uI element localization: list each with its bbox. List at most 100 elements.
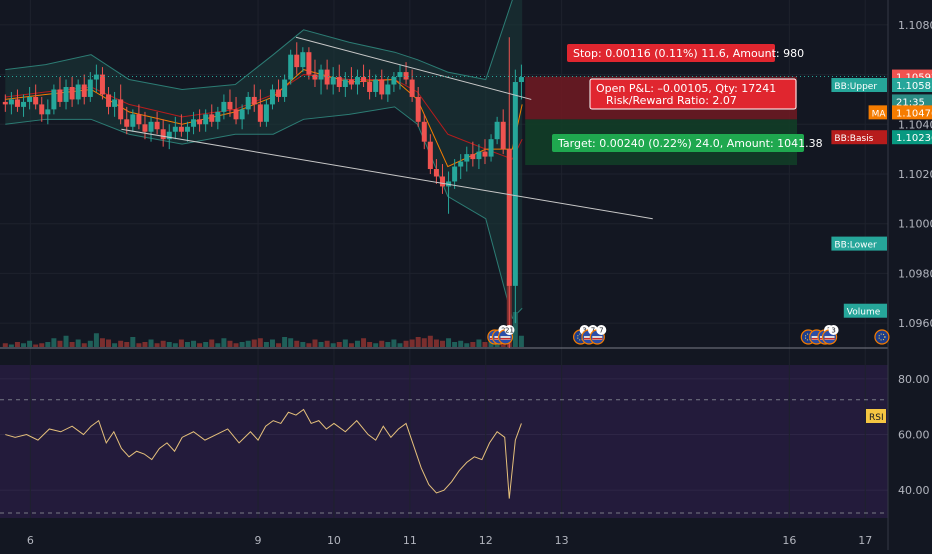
candle-body[interactable] [118, 99, 124, 120]
candle-body[interactable] [257, 104, 263, 122]
candle-body[interactable] [209, 114, 215, 122]
candle-body[interactable] [433, 169, 439, 177]
candle-body[interactable] [233, 109, 239, 120]
candle-body[interactable] [276, 89, 282, 97]
bb-lower-tag-box[interactable] [831, 236, 887, 251]
candle-body[interactable] [263, 104, 269, 122]
candle-body[interactable] [191, 119, 197, 127]
candle-body[interactable] [39, 104, 45, 115]
candle-body[interactable] [136, 114, 142, 125]
candle-body[interactable] [57, 89, 63, 102]
candle-body[interactable] [421, 121, 427, 142]
candle-body[interactable] [99, 74, 105, 95]
trendline-1[interactable] [295, 36, 532, 100]
candle-body[interactable] [379, 79, 385, 95]
candle-body[interactable] [8, 99, 14, 105]
candle-body[interactable] [27, 96, 33, 102]
candle-body[interactable] [251, 96, 257, 105]
candle-body[interactable] [470, 154, 476, 160]
candle-body[interactable] [427, 141, 433, 170]
candle-body[interactable] [512, 82, 518, 286]
candle-body[interactable] [69, 87, 75, 100]
candle-body[interactable] [324, 69, 330, 85]
candle-body[interactable] [33, 96, 39, 105]
ma-tag-box[interactable] [868, 105, 887, 120]
candle-body[interactable] [482, 151, 488, 157]
candle-body[interactable] [306, 52, 312, 75]
candle-body[interactable] [476, 151, 482, 160]
candle-body[interactable] [415, 96, 421, 122]
candle-body[interactable] [178, 126, 184, 132]
candle-body[interactable] [518, 77, 524, 83]
candle-body[interactable] [172, 126, 178, 132]
candle-body[interactable] [215, 111, 221, 122]
trendline-2[interactable] [121, 128, 653, 220]
candle-body[interactable] [142, 124, 148, 132]
candle-body[interactable] [227, 101, 233, 110]
candle-body[interactable] [2, 101, 8, 105]
candle-body[interactable] [75, 84, 81, 100]
rsi-tag-box[interactable] [866, 409, 886, 423]
candle-body[interactable] [409, 79, 415, 97]
candle-body[interactable] [348, 79, 354, 85]
candle-body[interactable] [300, 52, 306, 68]
candle-body[interactable] [184, 126, 190, 132]
candle-body[interactable] [452, 166, 458, 182]
candle-body[interactable] [397, 72, 403, 78]
candle-body[interactable] [154, 121, 160, 130]
candle-body[interactable] [282, 79, 288, 97]
candle-body[interactable] [294, 54, 300, 68]
candle-body[interactable] [81, 84, 87, 97]
candle-body[interactable] [488, 139, 494, 157]
candle-body[interactable] [354, 77, 360, 85]
candle-body[interactable] [21, 101, 27, 107]
candle-body[interactable] [506, 149, 512, 286]
candle-body[interactable] [269, 89, 275, 105]
bb-upper-tag-box[interactable] [831, 78, 887, 93]
candle-body[interactable] [148, 121, 154, 132]
candle-body[interactable] [221, 101, 227, 112]
candle-body[interactable] [14, 99, 20, 107]
candle-body[interactable] [160, 129, 166, 140]
countdown-label-box[interactable] [892, 94, 932, 109]
candle-body[interactable] [312, 74, 318, 80]
candle-body[interactable] [385, 84, 391, 95]
candle-body[interactable] [403, 72, 409, 80]
candle-body[interactable] [464, 154, 470, 162]
candle-body[interactable] [239, 109, 245, 120]
candle-body[interactable] [330, 77, 336, 85]
candle-body[interactable] [500, 121, 506, 150]
bb-upper-value-box[interactable] [892, 78, 932, 93]
candle-body[interactable] [361, 77, 367, 83]
candle-body[interactable] [373, 79, 379, 92]
candle-body[interactable] [391, 77, 397, 85]
candle-body[interactable] [318, 69, 324, 80]
stop-label-box[interactable] [567, 44, 775, 62]
candle-body[interactable] [124, 119, 130, 127]
volume-tag-box[interactable] [843, 303, 887, 318]
candle-body[interactable] [112, 99, 118, 107]
candle-body[interactable] [197, 119, 203, 125]
bb-basis-tag-box[interactable] [831, 130, 887, 145]
pnl-label-box[interactable] [589, 78, 797, 110]
candle-body[interactable] [63, 87, 69, 102]
candle-body[interactable] [342, 79, 348, 87]
candle-body[interactable] [51, 89, 57, 110]
candle-body[interactable] [494, 121, 500, 140]
candle-body[interactable] [130, 114, 136, 127]
ma-value-box[interactable] [892, 105, 932, 120]
candle-body[interactable] [166, 131, 172, 140]
candle-body[interactable] [439, 176, 445, 187]
bb-basis-value-box[interactable] [892, 130, 932, 145]
candle-body[interactable] [45, 109, 51, 115]
event-eu-flag-icon[interactable] [874, 329, 890, 345]
target-label-box[interactable] [552, 134, 804, 152]
candle-body[interactable] [458, 161, 464, 167]
candle-body[interactable] [367, 82, 373, 92]
candle-body[interactable] [106, 94, 112, 107]
candle-body[interactable] [336, 77, 342, 87]
candle-body[interactable] [245, 96, 251, 110]
candle-body[interactable] [203, 114, 209, 125]
